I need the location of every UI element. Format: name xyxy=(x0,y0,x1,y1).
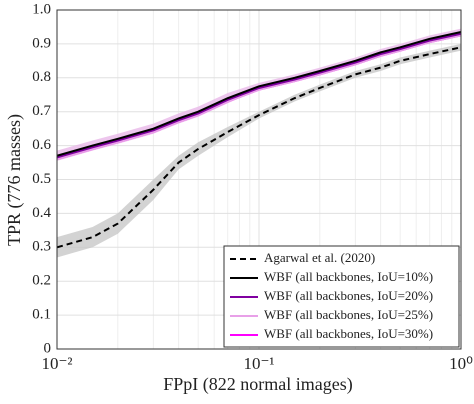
y-tick-label: 0.7 xyxy=(32,103,51,119)
y-tick-label: 1.0 xyxy=(32,1,51,17)
y-tick-label: 0.3 xyxy=(32,239,51,255)
x-tick-label: 10⁰ xyxy=(449,354,473,373)
y-tick-label: 0.1 xyxy=(32,307,51,323)
y-tick-label: 0.2 xyxy=(32,273,51,289)
legend-label: Agarwal et al. (2020) xyxy=(264,250,375,265)
y-tick-label: 0.9 xyxy=(32,35,51,51)
series-line xyxy=(56,34,462,161)
y-tick-label: 0.4 xyxy=(32,205,51,221)
legend: Agarwal et al. (2020) WBF (all backbones,… xyxy=(223,245,460,348)
legend-label: WBF (all backbones, IoU=20%) xyxy=(264,288,433,303)
x-tick-label: 10⁻¹ xyxy=(243,354,274,373)
legend-box xyxy=(223,245,460,348)
x-tick-label: 10⁻² xyxy=(41,354,72,373)
series-line xyxy=(56,46,462,249)
x-axis-label: FPpI (822 normal images) xyxy=(163,374,352,395)
y-tick-label: 0.5 xyxy=(32,171,51,187)
confidence-band xyxy=(57,43,461,258)
legend-label: WBF (all backbones, IoU=10%) xyxy=(264,269,433,284)
y-axis-label: TPR (776 masses) xyxy=(4,114,25,246)
legend-label: WBF (all backbones, IoU=25%) xyxy=(264,307,433,322)
axes-frame xyxy=(56,9,462,350)
y-tick-label: 0 xyxy=(44,340,52,356)
series-line xyxy=(56,31,462,157)
series-line xyxy=(56,32,462,159)
y-tick-label: 0.8 xyxy=(32,69,51,85)
y-tick-label: 0.6 xyxy=(32,137,51,153)
legend-label: WBF (all backbones, IoU=30%) xyxy=(264,326,433,341)
